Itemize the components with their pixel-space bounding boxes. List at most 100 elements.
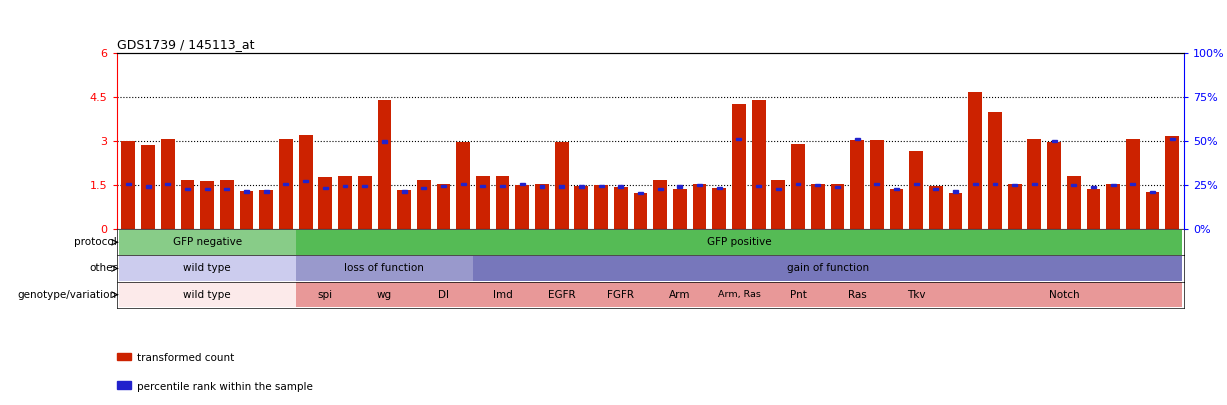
Bar	[398, 190, 411, 229]
Bar	[146, 185, 151, 188]
Text: GDS1739 / 145113_at: GDS1739 / 145113_at	[117, 38, 254, 51]
Bar	[855, 139, 860, 141]
Bar	[126, 183, 131, 185]
Bar	[1047, 143, 1061, 229]
Bar	[697, 184, 702, 186]
Bar	[355, 282, 413, 307]
Bar	[296, 282, 355, 307]
Bar	[834, 186, 839, 188]
Bar	[141, 145, 155, 229]
Text: wg: wg	[377, 290, 391, 300]
Bar	[476, 176, 490, 229]
Bar	[200, 181, 213, 229]
Bar	[119, 256, 296, 281]
Text: Tkv: Tkv	[907, 290, 925, 300]
Bar	[638, 192, 643, 194]
Bar	[713, 188, 726, 229]
Bar	[815, 184, 820, 186]
Bar	[180, 180, 194, 229]
Bar	[709, 282, 768, 307]
Bar	[1166, 136, 1179, 229]
Bar	[239, 192, 254, 229]
Bar	[474, 256, 1182, 281]
Bar	[1091, 186, 1096, 188]
Bar	[887, 282, 946, 307]
Bar	[496, 176, 509, 229]
Bar	[1146, 192, 1160, 229]
Bar	[362, 185, 367, 187]
Bar	[166, 183, 171, 185]
Bar	[653, 180, 667, 229]
Bar	[953, 190, 958, 192]
Bar	[1052, 140, 1056, 142]
Bar	[775, 188, 780, 190]
Bar	[225, 188, 229, 190]
Bar	[948, 193, 962, 229]
Bar	[437, 184, 450, 229]
Bar	[795, 183, 800, 185]
Bar	[1169, 139, 1174, 141]
Text: Arm: Arm	[669, 290, 691, 300]
Bar	[614, 188, 628, 229]
Text: Notch: Notch	[1049, 290, 1080, 300]
Bar	[461, 183, 466, 185]
Bar	[1012, 184, 1017, 186]
Bar	[672, 189, 687, 229]
Bar	[560, 185, 564, 188]
Bar	[988, 112, 1002, 229]
Bar	[555, 143, 568, 229]
Bar	[535, 184, 548, 229]
Bar	[421, 187, 426, 189]
Bar	[323, 187, 328, 189]
Text: spi: spi	[318, 290, 333, 300]
Bar	[973, 183, 978, 185]
Bar	[574, 186, 588, 229]
Bar	[650, 282, 709, 307]
Bar	[121, 141, 135, 229]
Bar	[540, 185, 545, 188]
Text: loss of function: loss of function	[345, 264, 425, 273]
Bar	[339, 176, 352, 229]
Bar	[342, 185, 347, 187]
Bar	[456, 143, 470, 229]
Bar	[591, 282, 650, 307]
Bar	[417, 180, 431, 229]
Bar	[474, 282, 533, 307]
Text: protocol: protocol	[74, 237, 117, 247]
Text: Ras: Ras	[848, 290, 866, 300]
Text: Dl: Dl	[438, 290, 449, 300]
Bar	[633, 193, 648, 229]
Bar	[677, 185, 682, 188]
Bar	[594, 185, 607, 229]
Bar	[717, 187, 721, 189]
Text: FGFR: FGFR	[607, 290, 634, 300]
Bar	[827, 282, 887, 307]
Bar	[185, 188, 190, 190]
Text: wild type: wild type	[183, 290, 231, 300]
Bar	[736, 139, 741, 141]
Bar	[296, 256, 474, 281]
Bar	[298, 135, 313, 229]
Bar	[1110, 184, 1115, 186]
Bar	[870, 140, 883, 229]
Text: GFP positive: GFP positive	[707, 237, 772, 247]
Bar	[756, 185, 761, 187]
Bar	[161, 139, 174, 229]
Bar	[894, 188, 899, 190]
Text: genotype/variation: genotype/variation	[17, 290, 117, 300]
Bar	[1150, 191, 1155, 194]
Bar	[1032, 183, 1037, 185]
Bar	[914, 183, 919, 185]
Bar	[831, 184, 844, 229]
Bar	[791, 145, 805, 229]
Bar	[296, 230, 1182, 255]
Bar	[440, 185, 445, 187]
Bar	[929, 186, 942, 229]
Bar	[968, 92, 982, 229]
Bar	[1107, 184, 1120, 229]
Bar	[401, 190, 406, 192]
Text: Arm, Ras: Arm, Ras	[718, 290, 761, 299]
Bar	[119, 230, 296, 255]
Bar	[205, 188, 210, 190]
Bar	[946, 282, 1182, 307]
